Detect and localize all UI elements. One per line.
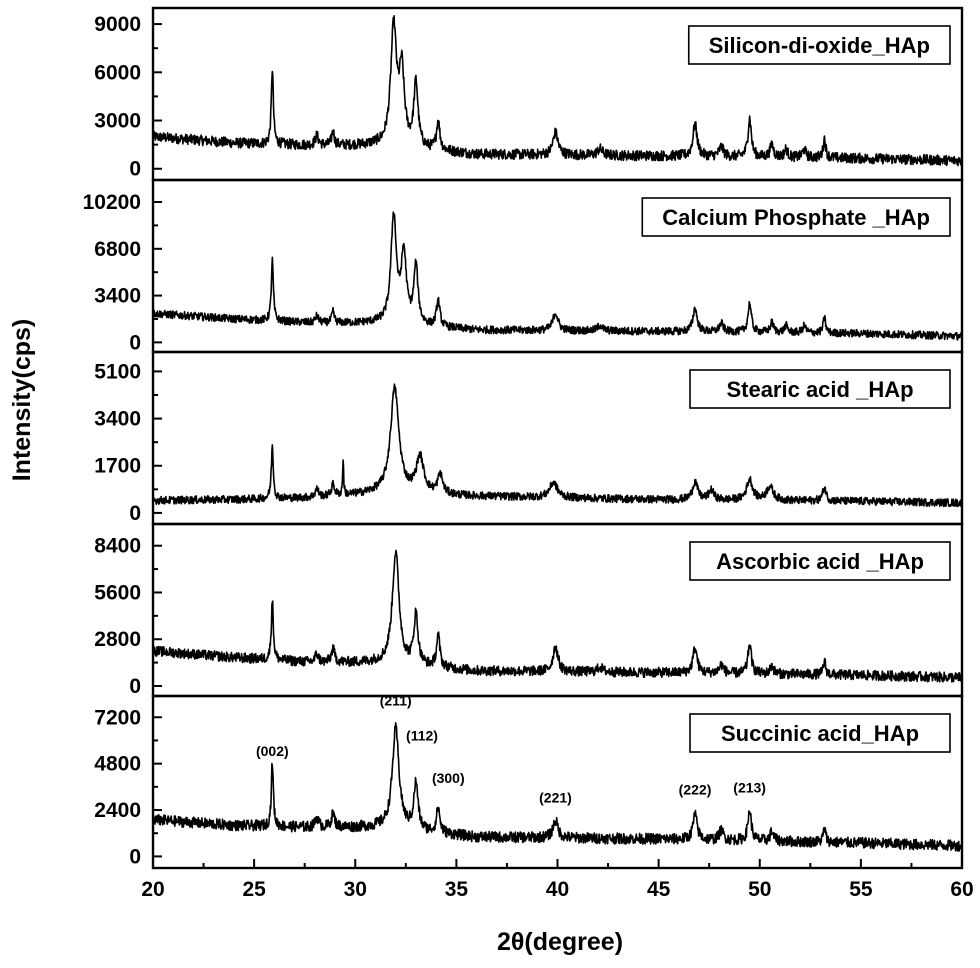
y-tick-label: 0 [129, 502, 141, 525]
chart-panels: 0 3000 6000 9000 Silicon-di-oxide_HAp 0 3400 68… [83, 6, 964, 870]
legend-label: Stearic acid _HAp [726, 377, 913, 402]
legend-box [689, 541, 951, 581]
series-line [152, 211, 963, 341]
panel-3: 0 1700 3400 5100 Stearic acid _HAp [94, 350, 964, 526]
legend-label: Succinic acid_HAp [721, 721, 919, 746]
y-tick-label: 2800 [94, 628, 141, 651]
y-tick-label: 3000 [94, 110, 141, 133]
peak-annotation: (222) [679, 782, 712, 798]
legend-entry: Ascorbic acid _HAp [689, 541, 951, 581]
series-line [152, 15, 963, 167]
y-tick-label: 6000 [94, 61, 141, 84]
legend-entry: Stearic acid _HAp [689, 369, 951, 409]
peak-annotation: (112) [406, 727, 438, 743]
y-tick-label: 8400 [94, 535, 141, 558]
legend-entry: Calcium Phosphate _HAp [641, 197, 951, 237]
y-tick-label: 9000 [94, 13, 141, 36]
y-tick-label: 5600 [94, 581, 141, 604]
x-tick-label: 30 [344, 878, 367, 901]
x-tick-label: 20 [141, 878, 164, 901]
x-tick-label: 60 [950, 878, 973, 901]
panel-1: 0 3000 6000 9000 Silicon-di-oxide_HAp [94, 6, 964, 182]
series-line [152, 383, 963, 508]
legend-label: Calcium Phosphate _HAp [662, 205, 930, 230]
legend-entry: Silicon-di-oxide_HAp [687, 25, 951, 65]
y-axis-title: Intensity(cps) [8, 319, 36, 482]
x-axis: 20 25 30 35 40 45 50 55 60 [141, 859, 974, 901]
peak-annotation: (213) [733, 780, 766, 796]
panel-2: 0 3400 6800 10200 Calcium Phosphate _HAp [83, 178, 964, 354]
legend-box [687, 25, 951, 65]
y-tick-label: 0 [129, 331, 141, 354]
y-tick-label: 0 [129, 845, 141, 868]
peak-annotation: (221) [539, 789, 572, 805]
y-tick-label: 5100 [94, 360, 141, 383]
panel-4: 0 2800 5600 8400 Ascorbic acid _HAp [94, 522, 964, 698]
legend-label: Ascorbic acid _HAp [716, 549, 924, 574]
x-tick-label: 40 [546, 878, 569, 901]
y-tick-label: 7200 [94, 706, 141, 729]
legend-box [689, 369, 951, 409]
y-tick-label: 10200 [83, 191, 141, 214]
x-tick-label: 25 [242, 878, 266, 901]
peak-annotation: (211) [380, 693, 412, 709]
series-line [152, 549, 963, 683]
x-tick-label: 35 [445, 878, 469, 901]
legend-entry: Succinic acid_HAp [689, 713, 951, 753]
y-tick-label: 3400 [94, 408, 141, 431]
legend-box [641, 197, 951, 237]
y-tick-label: 0 [129, 158, 141, 181]
y-tick-label: 2400 [94, 799, 141, 822]
x-tick-label: 55 [849, 878, 873, 901]
panel-5: 0 2400 4800 7200 Succinic acid_HAp (002) (211)… [94, 693, 964, 870]
y-tick-label: 1700 [94, 455, 141, 478]
legend-box [689, 713, 951, 753]
y-tick-label: 4800 [94, 753, 141, 776]
legend-label: Silicon-di-oxide_HAp [709, 33, 930, 58]
x-tick-label: 45 [647, 878, 671, 901]
y-tick-label: 3400 [94, 285, 141, 308]
peak-annotation: (002) [256, 743, 289, 759]
y-tick-label: 6800 [94, 238, 141, 261]
x-axis-title: 2θ(degree) [497, 928, 623, 956]
peak-annotation: (300) [432, 770, 465, 786]
y-tick-label: 0 [129, 675, 141, 698]
x-tick-label: 50 [748, 878, 771, 901]
series-line [152, 722, 963, 852]
